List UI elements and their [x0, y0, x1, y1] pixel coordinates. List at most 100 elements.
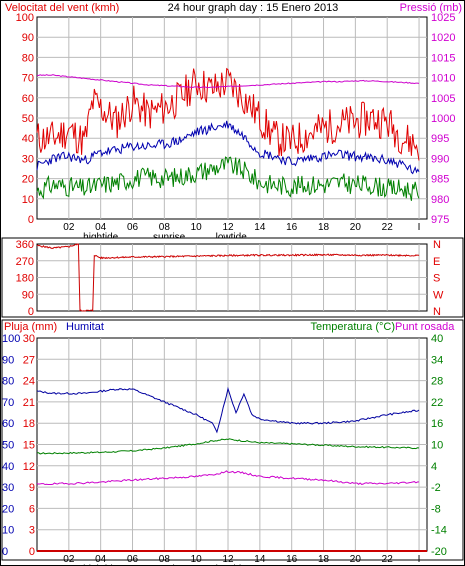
- humidity-axis-title: Humitat: [66, 321, 104, 333]
- time-tick-label: 06: [127, 554, 139, 565]
- humidity-tick-label: 30: [2, 482, 14, 494]
- wind-tick-label: 100: [16, 12, 34, 24]
- humidity-tick-label: 70: [2, 397, 14, 409]
- pressure-axis-ticks: 975 980 985 990 995 1000 1005 1010 1015 1020 1025: [431, 12, 455, 226]
- direction-degree-ticks: 0 90 180 270 360: [16, 239, 34, 318]
- time-tick-label: 16: [286, 222, 298, 233]
- temperature-axis-title: Temperatura (°C): [311, 321, 395, 333]
- humidity-tick-label: 90: [2, 354, 14, 366]
- temperature-tick-label: 4: [431, 461, 437, 473]
- wind-tick-label: 90: [22, 32, 34, 44]
- compass-label: E: [433, 256, 440, 268]
- pressure-line: [36, 74, 420, 89]
- event-label-sunrise: sunrise: [153, 564, 186, 566]
- time-tick-label: 22: [382, 222, 394, 233]
- pressure-tick-label: 980: [431, 194, 449, 206]
- humidity-tick-label: 100: [2, 333, 20, 345]
- humidity-tick-label: 50: [2, 440, 14, 452]
- humidity-series: [36, 386, 427, 552]
- rain-tick-label: 6: [29, 503, 35, 515]
- graph-title: 24 hour graph day : 15 Enero 2013: [168, 2, 339, 14]
- pressure-tick-label: 975: [431, 214, 449, 226]
- pressure-tick-label: 1000: [431, 113, 455, 125]
- temperature-tick-label: 40: [431, 333, 443, 345]
- humidity-line: [36, 386, 420, 434]
- wind-tick-label: 20: [22, 174, 34, 186]
- average-wind-line: [36, 120, 420, 175]
- time-tick-label: 04: [95, 554, 107, 565]
- time-tick-label: 18: [318, 554, 330, 565]
- time-tick-label: 18: [318, 222, 330, 233]
- rain-tick-label: 27: [23, 354, 35, 366]
- rain-tick-label: 24: [23, 376, 35, 388]
- direction-grid: [37, 244, 427, 311]
- temperature-tick-label: 28: [431, 376, 443, 388]
- rain-tick-label: 3: [29, 525, 35, 537]
- time-tick-label: I: [418, 554, 421, 565]
- wind-tick-label: 10: [22, 194, 34, 206]
- pressure-tick-label: 1015: [431, 52, 455, 64]
- rain-humidity-ticks: 0 10 20 30 40 50 60 70 80 90 100 0 3 6 9 12 15 18 21 24 27 30: [2, 333, 35, 558]
- wind-direction-line: [36, 243, 420, 312]
- time-tick-label: 22: [382, 554, 394, 565]
- temperature-tick-label: 22: [431, 397, 443, 409]
- rain-tick-label: 9: [29, 482, 35, 494]
- rain-tick-label: 18: [23, 418, 35, 430]
- time-tick-label: 20: [350, 222, 362, 233]
- pressure-tick-label: 990: [431, 153, 449, 165]
- temperature-line: [37, 438, 420, 455]
- direction-degree-label: 180: [16, 273, 34, 285]
- direction-degree-label: 270: [16, 256, 34, 268]
- time-tick-label: 20: [350, 554, 362, 565]
- dewpoint-line: [36, 470, 420, 486]
- pressure-tick-label: 1025: [431, 12, 455, 24]
- dewpoint-axis-title: Punt rosada: [395, 321, 455, 333]
- humidity-tick-label: 80: [2, 376, 14, 388]
- wind-axis-title: Velocitat del vent (kmh): [5, 2, 119, 14]
- temperature-tick-label: 34: [431, 354, 443, 366]
- time-tick-label: 14: [254, 554, 266, 565]
- temperature-tick-label: -2: [431, 482, 441, 494]
- rain-tick-label: 12: [23, 461, 35, 473]
- pressure-tick-label: 1010: [431, 73, 455, 85]
- pressure-axis-title: Pressió (mb): [400, 2, 462, 14]
- wind-tick-label: 40: [22, 133, 34, 145]
- pressure-tick-label: 985: [431, 174, 449, 186]
- time-tick-label: 16: [286, 554, 298, 565]
- pressure-tick-label: 995: [431, 133, 449, 145]
- wind-tick-label: 50: [22, 113, 34, 125]
- time-tick-label: 10: [191, 554, 203, 565]
- compass-label: S: [433, 273, 440, 285]
- time-tick-label: 14: [254, 222, 266, 233]
- humidity-tick-label: 60: [2, 418, 14, 430]
- time-tick-label: 12: [222, 222, 234, 233]
- compass-label: N: [433, 306, 441, 318]
- rain-tick-label: 21: [23, 397, 35, 409]
- wind-tick-label: 60: [22, 93, 34, 105]
- time-tick-label: 06: [127, 222, 139, 233]
- event-label-hightide: hightide: [83, 564, 118, 566]
- time-tick-label: 02: [63, 222, 75, 233]
- pressure-tick-label: 1020: [431, 32, 455, 44]
- minimum-wind-line: [36, 156, 420, 201]
- time-tick-label: 08: [159, 554, 171, 565]
- wind-tick-label: 30: [22, 153, 34, 165]
- direction-degree-label: 0: [28, 306, 34, 318]
- rain-tick-label: 15: [23, 440, 35, 452]
- wind-axis-ticks: 0 10 20 30 40 50 60 70 80 90 100: [16, 12, 34, 226]
- humidity-tick-label: 10: [2, 525, 14, 537]
- temperature-tick-label: -20: [431, 546, 447, 558]
- humidity-tick-label: 0: [2, 546, 8, 558]
- compass-label: N: [433, 239, 441, 251]
- direction-degree-label: 90: [22, 289, 34, 301]
- temperature-tick-label: -14: [431, 525, 447, 537]
- wind-tick-label: 0: [28, 214, 34, 226]
- humidity-tick-label: 20: [2, 503, 14, 515]
- gust-line: [36, 67, 420, 161]
- humidity-temperature-panel: Pluja (mm) Humitat Temperatura (°C) Punt…: [1, 319, 464, 566]
- time-tick-label: 04: [95, 222, 107, 233]
